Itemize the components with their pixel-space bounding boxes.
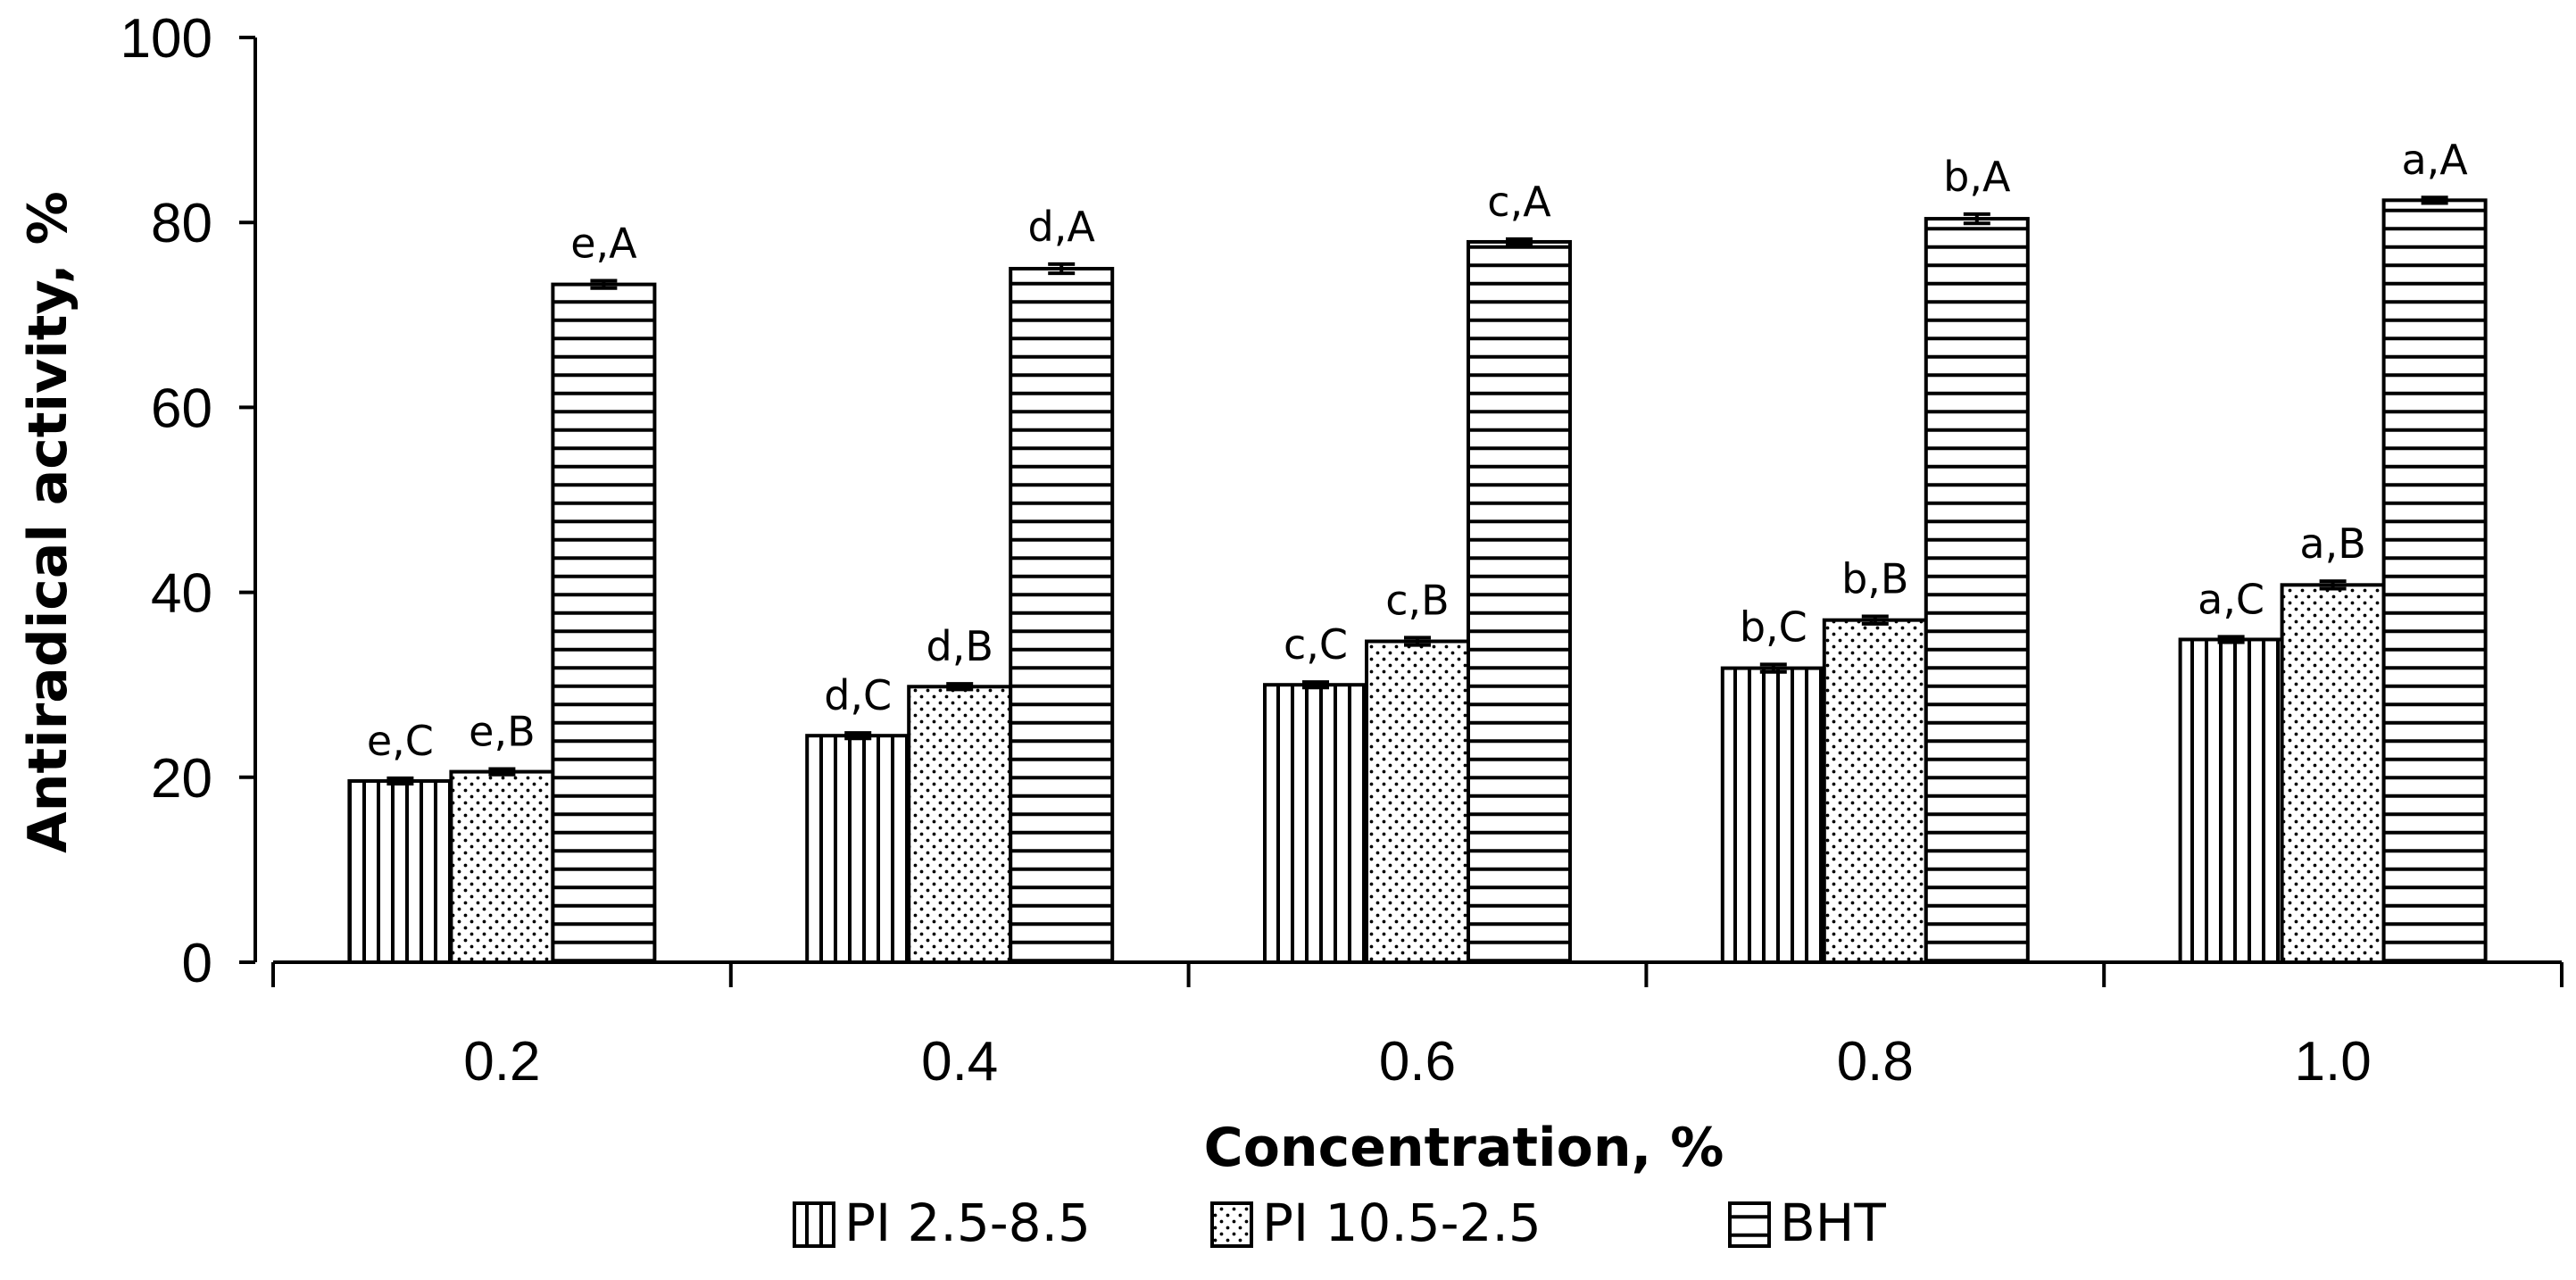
bar-significance-label: b,B — [1841, 555, 1908, 603]
bar-significance-label: b,A — [1943, 153, 2011, 201]
bar-pi-10-5-2-5-1.0 — [2280, 583, 2386, 964]
x-tick-label: 1.0 — [2294, 1031, 2371, 1093]
bar-bht-0.4 — [1009, 267, 1115, 964]
bar-bht-0.2 — [551, 282, 657, 964]
bar-significance-label: d,B — [927, 622, 993, 670]
x-tick-label: 0.6 — [1379, 1031, 1456, 1093]
x-axis-title: Concentration, % — [1204, 1117, 1724, 1179]
bar-significance-label: b,C — [1740, 603, 1807, 651]
bar-bht-0.6 — [1467, 239, 1572, 964]
bar-significance-label: c,B — [1385, 576, 1449, 624]
bar-significance-label: e,B — [469, 707, 535, 755]
bar-significance-label: e,A — [570, 219, 637, 267]
bar-significance-label: e,C — [367, 717, 434, 765]
bar-significance-label: d,C — [824, 671, 892, 719]
bar-significance-label: d,A — [1028, 203, 1096, 251]
x-axis: 0.2 0.4 0.6 0.8 1.0 — [271, 960, 2564, 1093]
bar-pi-10-5-2-5-0.2 — [449, 769, 555, 964]
bar-pi-2-5-8-5-0.8 — [1720, 666, 1826, 964]
bars-group — [347, 195, 2488, 964]
x-tick-label: 0.2 — [463, 1031, 540, 1093]
bar-significance-label: c,A — [1487, 178, 1551, 226]
bar-labels-group: e,C e,B e,A d,C d,B d,A c,C c,B c,A b,C b,B b,A a,C a… — [367, 136, 2468, 765]
legend-label: PI 2.5-8.5 — [844, 1193, 1091, 1253]
y-tick-label: 60 — [151, 378, 212, 439]
y-tick-label: 20 — [151, 748, 212, 810]
x-tick-label: 0.4 — [921, 1031, 998, 1093]
bar-pi-2-5-8-5-0.6 — [1263, 683, 1368, 964]
bar-significance-label: a,A — [2401, 136, 2468, 184]
y-axis-title: Antiradical activity, % — [17, 191, 79, 852]
y-axis: 0 20 40 60 80 100 — [120, 8, 257, 994]
y-tick-label: 80 — [151, 193, 212, 254]
legend-label: BHT — [1780, 1193, 1886, 1253]
bar-significance-label: a,C — [2198, 575, 2264, 623]
bar-pi-2-5-8-5-0.4 — [805, 734, 911, 964]
legend: PI 2.5-8.5 PI 10.5-2.5 BHT — [793, 1193, 1886, 1253]
legend-label: PI 10.5-2.5 — [1262, 1193, 1541, 1253]
bar-pi-10-5-2-5-0.6 — [1365, 639, 1470, 964]
bar-pi-10-5-2-5-0.4 — [907, 685, 1013, 964]
bar-pi-2-5-8-5-1.0 — [2178, 637, 2284, 964]
y-tick-label: 40 — [151, 563, 212, 625]
bar-significance-label: c,C — [1284, 620, 1348, 669]
legend-swatch — [1210, 1201, 1253, 1248]
legend-swatch — [1728, 1201, 1771, 1248]
x-tick-label: 0.8 — [1837, 1031, 1914, 1093]
bar-significance-label: a,B — [2299, 519, 2365, 568]
legend-swatch — [793, 1201, 835, 1248]
y-tick-label: 100 — [120, 8, 212, 70]
bar-bht-1.0 — [2381, 198, 2488, 964]
y-tick-label: 0 — [182, 933, 212, 994]
bar-pi-2-5-8-5-0.2 — [347, 778, 453, 964]
bar-bht-0.8 — [1924, 217, 2030, 964]
bar-pi-10-5-2-5-0.8 — [1822, 618, 1928, 964]
